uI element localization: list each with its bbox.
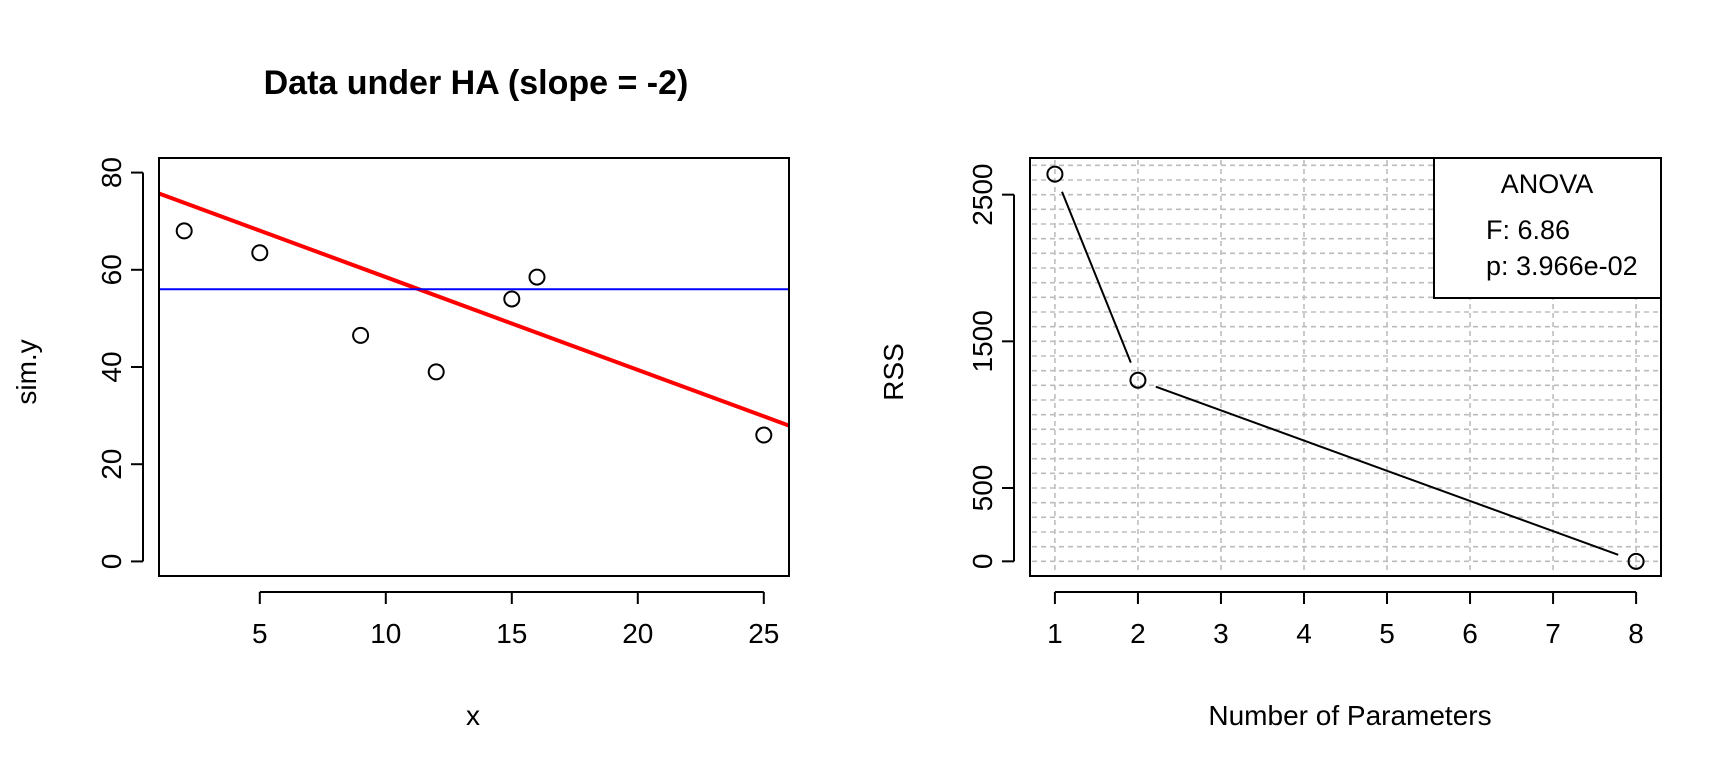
right-series-segment [1061, 191, 1132, 363]
left-x-tick-label: 5 [252, 618, 268, 649]
left-data-point [503, 290, 521, 308]
left-data-points [175, 222, 773, 444]
left-y-axis-label: sim.y [11, 339, 42, 404]
left-data-point [251, 244, 269, 262]
left-y-tick-label: 20 [96, 449, 127, 480]
right-x-tick-label: 8 [1628, 618, 1644, 649]
left-chart-title: Data under HA (slope = -2) [264, 64, 689, 102]
legend-box [1433, 157, 1662, 299]
right-y-tick-label: 0 [967, 554, 998, 570]
left-y-tick-label: 60 [96, 254, 127, 285]
legend-title: ANOVA [1501, 169, 1594, 199]
right-data-point [1627, 552, 1645, 570]
left-x-tick-label: 20 [622, 618, 653, 649]
left-x-tick-label: 15 [496, 618, 527, 649]
left-y-tick-label: 40 [96, 351, 127, 382]
right-x-tick-label: 4 [1296, 618, 1312, 649]
right-x-tick-label: 7 [1545, 618, 1561, 649]
right-y-tick-label: 500 [967, 465, 998, 512]
right-series-segment [1155, 385, 1619, 556]
left-x-tick-label: 25 [748, 618, 779, 649]
left-x-axis-label: x [466, 700, 480, 731]
right-y-axis-label: RSS [878, 343, 909, 401]
left-data-point [175, 222, 193, 240]
right-x-tick-label: 6 [1462, 618, 1478, 649]
left-y-tick-label: 0 [96, 554, 127, 570]
right-y-tick-label: 2500 [967, 164, 998, 226]
right-x-axis-label: Number of Parameters [1208, 700, 1491, 731]
legend-entry-f: F: 6.86 [1486, 215, 1570, 245]
right-plot-frame [1029, 157, 1662, 577]
left-data-point [755, 426, 773, 444]
right-y-tick-label: 1500 [967, 310, 998, 372]
left-data-point [427, 363, 445, 381]
left-fit-line [159, 191, 789, 428]
left-y-tick-label: 80 [96, 157, 127, 188]
right-axes: 1 2 3 4 5 6 7 8 0 500 1500 2500 [967, 157, 1662, 649]
right-data-point [1046, 165, 1064, 183]
right-data-points [1046, 165, 1645, 570]
left-reference-lines [159, 191, 789, 428]
legend-entry-p: p: 3.966e-02 [1486, 251, 1638, 281]
right-data-point [1129, 371, 1147, 389]
right-series-line [1061, 191, 1619, 556]
left-plot-frame [158, 157, 790, 577]
left-axes: 5 10 15 20 25 0 20 40 60 80 [96, 157, 790, 649]
right-x-tick-label: 2 [1130, 618, 1146, 649]
left-data-point [528, 268, 546, 286]
legend: ANOVA F: 6.86 p: 3.966e-02 [1433, 157, 1662, 299]
left-x-tick-label: 10 [370, 618, 401, 649]
right-x-tick-label: 1 [1047, 618, 1063, 649]
left-data-point [352, 326, 370, 344]
right-x-tick-label: 5 [1379, 618, 1395, 649]
right-x-tick-label: 3 [1213, 618, 1229, 649]
